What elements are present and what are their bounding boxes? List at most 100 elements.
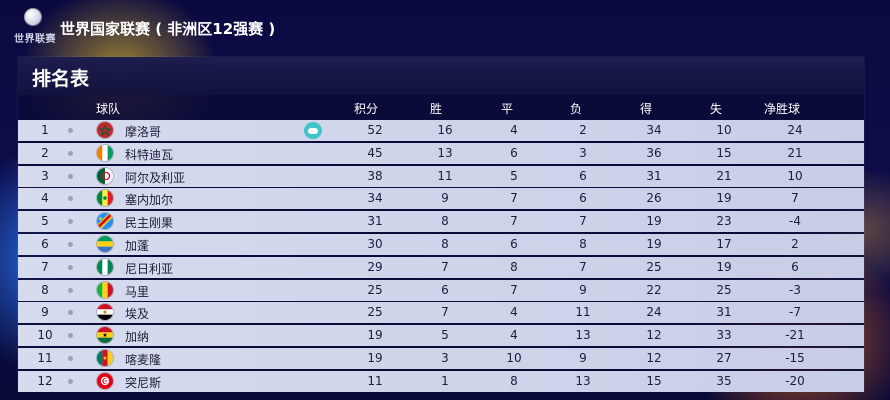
draws: 7 [510, 282, 518, 297]
team-flag-icon [97, 213, 113, 230]
table-row[interactable]: 11 喀麦隆 19 3 10 9 12 27 -15 [18, 347, 864, 369]
rank: 11 [37, 350, 53, 365]
rank: 2 [41, 145, 49, 160]
points: 34 [367, 191, 383, 206]
draws: 8 [510, 259, 518, 274]
losses: 7 [579, 259, 587, 274]
panel-title: 排名表 [32, 68, 90, 90]
goals-against: 23 [716, 214, 732, 229]
status-dot-icon [68, 333, 73, 339]
wins: 6 [441, 282, 449, 297]
goals-for: 12 [646, 328, 662, 343]
goal-difference: 6 [791, 259, 799, 274]
draws: 8 [510, 373, 518, 388]
app-logo: 世界联赛 [10, 8, 56, 48]
wins: 8 [441, 236, 449, 251]
points: 19 [367, 328, 383, 343]
table-row[interactable]: 2 科特迪瓦 45 13 6 3 36 15 21 [18, 142, 864, 164]
table-row[interactable]: 7 尼日利亚 29 7 8 7 25 19 6 [18, 256, 864, 278]
status-dot-icon [68, 355, 73, 361]
status-dot-icon [68, 287, 73, 293]
table-row[interactable]: 12 突尼斯 11 1 8 13 15 35 -20 [18, 370, 864, 392]
team-flag-icon [97, 190, 113, 207]
losses: 9 [579, 350, 587, 365]
losses: 7 [579, 214, 587, 229]
status-dot-icon [68, 219, 73, 225]
goals-for: 25 [646, 259, 662, 274]
team-flag-icon [97, 304, 113, 321]
goal-difference: -21 [785, 328, 805, 343]
losses: 3 [579, 145, 587, 160]
goal-difference: 24 [787, 123, 803, 137]
wins: 13 [437, 145, 453, 160]
top-bar: 世界联赛 世界国家联赛 ( 非洲区12强赛 ) [0, 0, 890, 55]
goals-against: 21 [716, 168, 732, 183]
losses: 6 [579, 191, 587, 206]
goals-against: 10 [716, 123, 732, 137]
goals-against: 19 [716, 259, 732, 274]
wins: 5 [441, 328, 449, 343]
goal-difference: 7 [791, 191, 799, 206]
points: 11 [367, 373, 383, 388]
goals-for: 24 [646, 305, 662, 320]
team-name: 加蓬 [125, 238, 150, 253]
table-row[interactable]: 6 加蓬 30 8 6 8 19 17 2 [18, 233, 864, 255]
table-row[interactable]: 10 加纳 19 5 4 13 12 33 -21 [18, 325, 864, 347]
rank: 4 [41, 191, 49, 206]
draws: 6 [510, 236, 518, 251]
soccer-ball-icon [24, 8, 42, 26]
draws: 7 [510, 191, 518, 206]
points: 38 [367, 168, 383, 183]
losses: 8 [579, 236, 587, 251]
points: 52 [367, 123, 383, 137]
losses: 13 [575, 373, 591, 388]
points: 19 [367, 350, 383, 365]
status-dot-icon [68, 196, 73, 202]
goal-difference: 2 [791, 236, 799, 251]
team-name: 喀麦隆 [125, 352, 162, 367]
team-flag-icon [97, 167, 113, 184]
team-flag-icon [97, 122, 113, 138]
gamepad-icon [304, 122, 322, 139]
column-wins: 胜 [430, 102, 443, 116]
rank: 12 [37, 373, 53, 388]
table-row[interactable]: 8 马里 25 6 7 9 22 25 -3 [18, 279, 864, 301]
team-name: 塞内加尔 [125, 193, 174, 208]
team-flag-icon [97, 235, 113, 252]
goal-difference: -7 [789, 305, 801, 320]
team-flag-icon [97, 327, 113, 344]
rank: 9 [41, 305, 49, 320]
logo-text: 世界联赛 [14, 34, 56, 45]
table-row[interactable]: 4 塞内加尔 34 9 7 6 26 19 7 [18, 188, 864, 210]
wins: 9 [441, 191, 449, 206]
goals-against: 27 [716, 350, 732, 365]
team-flag-icon [97, 144, 113, 161]
team-name: 突尼斯 [125, 375, 162, 390]
table-row[interactable]: 5 民主刚果 31 8 7 7 19 23 -4 [18, 211, 864, 233]
goals-for: 34 [646, 123, 662, 137]
league-title: 世界国家联赛 ( 非洲区12强赛 ) [60, 20, 276, 38]
goals-for: 31 [646, 168, 662, 183]
table-row[interactable]: 9 埃及 25 7 4 11 24 31 -7 [18, 302, 864, 324]
points: 31 [367, 214, 383, 229]
goals-for: 15 [646, 373, 662, 388]
wins: 1 [441, 373, 449, 388]
draws: 5 [510, 168, 518, 183]
table-row[interactable]: 1 摩洛哥 52 16 4 2 34 10 24 [18, 120, 864, 141]
team-name: 摩洛哥 [125, 125, 162, 139]
column-draws: 平 [501, 102, 514, 116]
rank: 6 [41, 236, 49, 251]
column-team: 球队 [96, 102, 121, 116]
rank: 3 [41, 168, 49, 183]
goal-difference: -4 [789, 214, 801, 229]
column-points: 积分 [354, 102, 379, 116]
goals-for: 22 [646, 282, 662, 297]
panel-header: 排名表 [18, 57, 864, 95]
team-flag-icon [97, 258, 113, 275]
draws: 4 [510, 328, 518, 343]
status-dot-icon [68, 241, 73, 247]
goal-difference: -15 [785, 350, 805, 365]
goal-difference: 21 [787, 145, 803, 160]
standings-column-headers: 球队 积分 胜 平 负 得 失 净胜球 [18, 97, 864, 119]
table-row[interactable]: 3 阿尔及利亚 38 11 5 6 31 21 10 [18, 165, 864, 187]
